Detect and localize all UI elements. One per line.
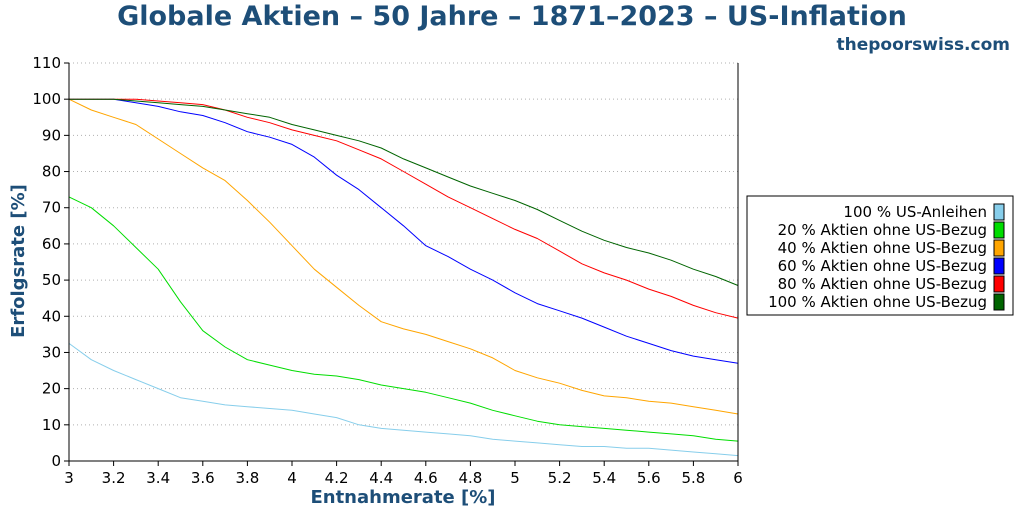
legend-swatch <box>993 203 1005 221</box>
x-tick-label: 3 <box>64 469 74 487</box>
y-tick-label: 90 <box>42 126 61 144</box>
grid-lines <box>69 62 738 426</box>
site-brand: thepoorswiss.com <box>837 35 1011 55</box>
chart-title: Globale Aktien – 50 Jahre – 1871–2023 – … <box>117 1 907 32</box>
y-axis-label: Erfolgsrate [%] <box>8 184 29 338</box>
legend-box <box>746 195 1014 316</box>
x-tick-label: 3.4 <box>146 469 170 487</box>
series-line-2 <box>68 98 739 415</box>
x-axis-label: Entnahmerate [%] <box>310 487 495 508</box>
y-tick-label: 40 <box>42 307 61 325</box>
x-tick-label: 4.8 <box>458 469 482 487</box>
legend-swatch <box>993 275 1005 293</box>
x-tick-label: 5.6 <box>637 469 661 487</box>
x-tick-label: 5.8 <box>681 469 705 487</box>
series-line-5 <box>69 98 739 286</box>
legend-swatch <box>993 221 1005 239</box>
x-tick-label: 5 <box>510 469 520 487</box>
legend-swatch <box>993 293 1005 311</box>
legend-label: 80 % Aktien ohne US-Bezug <box>778 275 987 293</box>
x-tick-label: 6 <box>733 469 743 487</box>
legend-label: 100 % US-Anleihen <box>843 203 987 221</box>
y-tick-label: 110 <box>32 54 61 72</box>
legend-swatch <box>993 257 1005 275</box>
x-tick-label: 5.4 <box>592 469 616 487</box>
y-tick-label: 30 <box>42 343 61 361</box>
x-tick-label: 3.8 <box>235 469 259 487</box>
series-line-1 <box>68 196 739 442</box>
x-tick-label: 3.2 <box>102 469 126 487</box>
legend-swatch <box>993 239 1005 257</box>
y-tick-label: 0 <box>51 452 61 470</box>
series-line-4 <box>69 98 739 319</box>
legend-label: 60 % Aktien ohne US-Bezug <box>778 257 987 275</box>
series-line-3 <box>69 98 739 364</box>
x-tick-label: 4.4 <box>369 469 393 487</box>
y-tick-label: 60 <box>42 235 61 253</box>
y-tick-label: 20 <box>42 380 61 398</box>
y-tick-label: 100 <box>32 90 61 108</box>
legend-label: 100 % Aktien ohne US-Bezug <box>768 293 987 311</box>
x-tick-label: 4.6 <box>414 469 438 487</box>
x-tick-label: 3.6 <box>191 469 215 487</box>
legend-label: 20 % Aktien ohne US-Bezug <box>778 221 987 239</box>
series-lines <box>68 98 739 457</box>
x-axis-ticks: 3 3.2 3.4 3.6 3.8 4 4.2 4.4 4.6 4.8 5 5.2 5.4 5.6 5.8 6 <box>64 461 743 487</box>
legend-label: 40 % Aktien ohne US-Bezug <box>778 239 987 257</box>
y-tick-label: 80 <box>42 163 61 181</box>
y-axis-ticks: 0 10 20 30 40 50 60 70 80 90 100 110 <box>32 54 69 470</box>
y-tick-label: 70 <box>42 199 61 217</box>
y-tick-label: 50 <box>42 271 61 289</box>
x-tick-label: 5.2 <box>548 469 572 487</box>
y-tick-label: 10 <box>42 416 61 434</box>
x-tick-label: 4.2 <box>325 469 349 487</box>
x-tick-label: 4 <box>287 469 297 487</box>
series-line-0 <box>68 342 739 457</box>
